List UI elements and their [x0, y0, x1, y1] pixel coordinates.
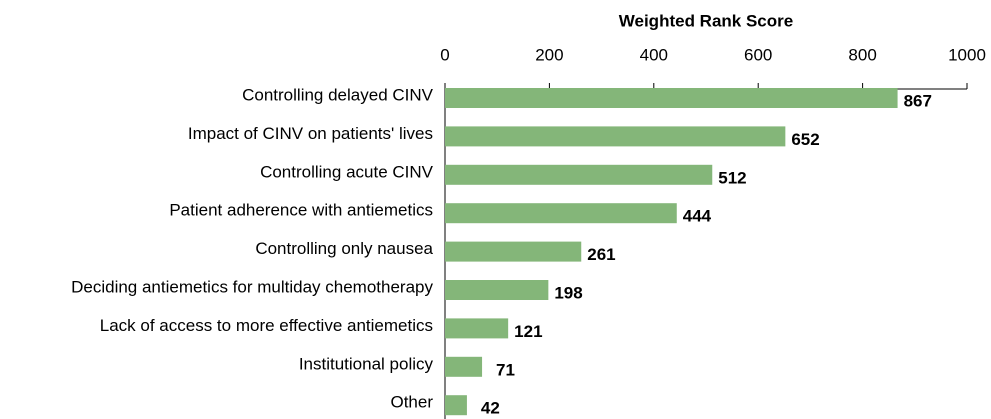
bar — [445, 164, 713, 185]
bar — [445, 280, 549, 300]
value-label: 71 — [496, 360, 515, 379]
bar — [445, 126, 786, 147]
category-label: Patient adherence with antiemetics — [169, 201, 433, 220]
x-tick-label: 400 — [640, 45, 668, 64]
axis-title: Weighted Rank Score — [619, 11, 793, 30]
category-label: Lack of access to more effective antieme… — [100, 316, 433, 335]
x-tick-label: 800 — [848, 45, 876, 64]
x-tick-label: 1000 — [948, 45, 986, 64]
value-label: 652 — [791, 130, 819, 149]
category-label: Controlling acute CINV — [260, 162, 434, 181]
x-tick-label: 200 — [535, 45, 563, 64]
category-label: Controlling delayed CINV — [242, 85, 434, 104]
bar — [445, 318, 509, 339]
value-label: 261 — [587, 245, 615, 264]
value-label: 198 — [554, 283, 582, 302]
x-tick-label: 0 — [440, 45, 449, 64]
bar — [445, 395, 467, 416]
category-label: Deciding antiemetics for multiday chemot… — [71, 277, 433, 296]
bar — [445, 241, 582, 262]
bar — [445, 203, 677, 224]
value-label: 444 — [683, 207, 712, 226]
category-label: Institutional policy — [299, 354, 434, 373]
x-tick-label: 600 — [744, 45, 772, 64]
value-label: 42 — [481, 399, 500, 418]
value-label: 512 — [718, 168, 746, 187]
value-label: 867 — [904, 91, 932, 110]
bar — [445, 356, 483, 377]
category-label: Controlling only nausea — [255, 239, 433, 258]
value-label: 121 — [514, 322, 542, 341]
category-label: Other — [390, 393, 433, 412]
category-label: Impact of CINV on patients' lives — [188, 124, 433, 143]
bar — [445, 88, 898, 108]
